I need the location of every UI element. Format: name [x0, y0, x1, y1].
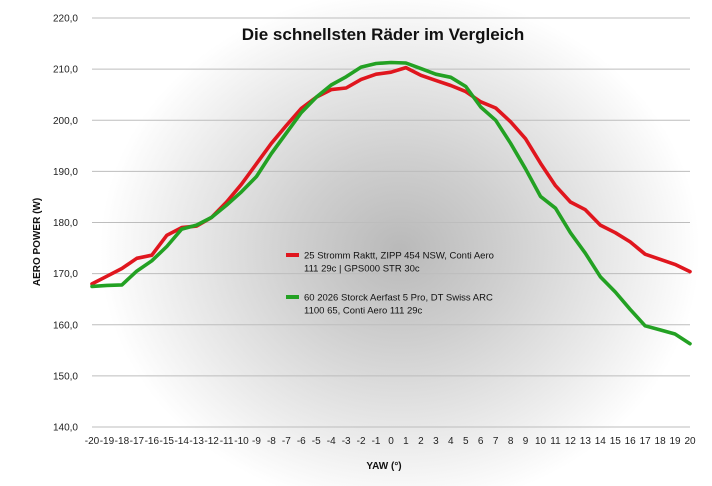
x-tick-label: 20	[684, 436, 696, 447]
x-tick-label: 0	[388, 436, 394, 447]
gridlines	[92, 17, 690, 428]
y-tick-label: 180,0	[53, 218, 78, 229]
y-axis-ticks: 140,0 150,0 160,0 170,0 180,0 190,0 200,0 210,0…	[53, 14, 78, 434]
x-tick-label: -10	[234, 436, 249, 447]
x-tick-label: 19	[669, 436, 681, 447]
series-line-2	[90, 60, 692, 346]
x-tick-label: 7	[493, 436, 499, 447]
x-tick-label: -17	[130, 436, 145, 447]
x-tick-label: 17	[640, 436, 652, 447]
y-tick-label: 170,0	[53, 269, 78, 280]
series-lines	[90, 60, 692, 346]
x-tick-label: 4	[448, 436, 454, 447]
x-tick-label: -5	[312, 436, 321, 447]
legend-label-2: 60 2026 Storck Aerfast 5 Pro, DT Swiss A…	[304, 293, 493, 304]
legend-label-2: 1100 65, Conti Aero 111 29c	[304, 306, 423, 317]
x-tick-label: -2	[357, 436, 366, 447]
x-tick-label: 8	[508, 436, 514, 447]
y-tick-label: 210,0	[53, 65, 78, 76]
x-axis-ticks: -20 -19 -18 -17 -16 -15 -14 -13 -12 -11 -10 -9 -8 -7-…	[85, 436, 696, 447]
x-tick-label: 11	[550, 436, 561, 447]
x-tick-label: -20	[85, 436, 100, 447]
x-tick-label: -16	[145, 436, 160, 447]
x-tick-label: 9	[523, 436, 529, 447]
x-tick-label: -1	[372, 436, 381, 447]
x-axis-title: YAW (°)	[366, 461, 401, 472]
x-tick-label: 2	[418, 436, 424, 447]
x-tick-label: 12	[565, 436, 577, 447]
x-tick-label: -8	[267, 436, 276, 447]
legend: 25 Stromm Raktt, ZIPP 454 NSW, Conti Aer…	[286, 251, 494, 317]
x-tick-label: -3	[342, 436, 351, 447]
x-tick-label: -13	[189, 436, 204, 447]
y-tick-label: 140,0	[53, 423, 78, 434]
legend-label-1: 25 Stromm Raktt, ZIPP 454 NSW, Conti Aer…	[304, 251, 494, 262]
x-tick-label: 15	[610, 436, 622, 447]
x-tick-label: -18	[115, 436, 130, 447]
y-tick-label: 200,0	[53, 116, 78, 127]
x-tick-label: 18	[655, 436, 667, 447]
chart-title: Die schnellsten Räder im Vergleich	[242, 25, 525, 44]
x-tick-label: -12	[204, 436, 219, 447]
x-tick-label: -4	[327, 436, 336, 447]
x-tick-label: 10	[535, 436, 547, 447]
x-tick-label: -19	[100, 436, 115, 447]
x-tick-label: 5	[463, 436, 469, 447]
y-tick-label: 220,0	[53, 14, 78, 25]
x-tick-label: -15	[160, 436, 175, 447]
x-tick-label: 16	[625, 436, 637, 447]
x-tick-label: -11	[220, 436, 234, 447]
x-tick-label: 13	[580, 436, 592, 447]
y-tick-label: 160,0	[53, 320, 78, 331]
x-tick-label: -14	[174, 436, 189, 447]
legend-label-1: 111 29c | GPS000 STR 30c	[304, 264, 420, 275]
x-tick-label: 1	[403, 436, 409, 447]
x-tick-label: -6	[297, 436, 306, 447]
x-tick-label: -7	[282, 436, 291, 447]
x-tick-label: 3	[433, 436, 439, 447]
x-tick-label: -9	[252, 436, 261, 447]
y-tick-label: 190,0	[53, 167, 78, 178]
y-tick-label: 150,0	[53, 371, 78, 382]
x-tick-label: 6	[478, 436, 484, 447]
x-tick-label: 14	[595, 436, 607, 447]
y-axis-title: AERO POWER (W)	[32, 198, 43, 286]
